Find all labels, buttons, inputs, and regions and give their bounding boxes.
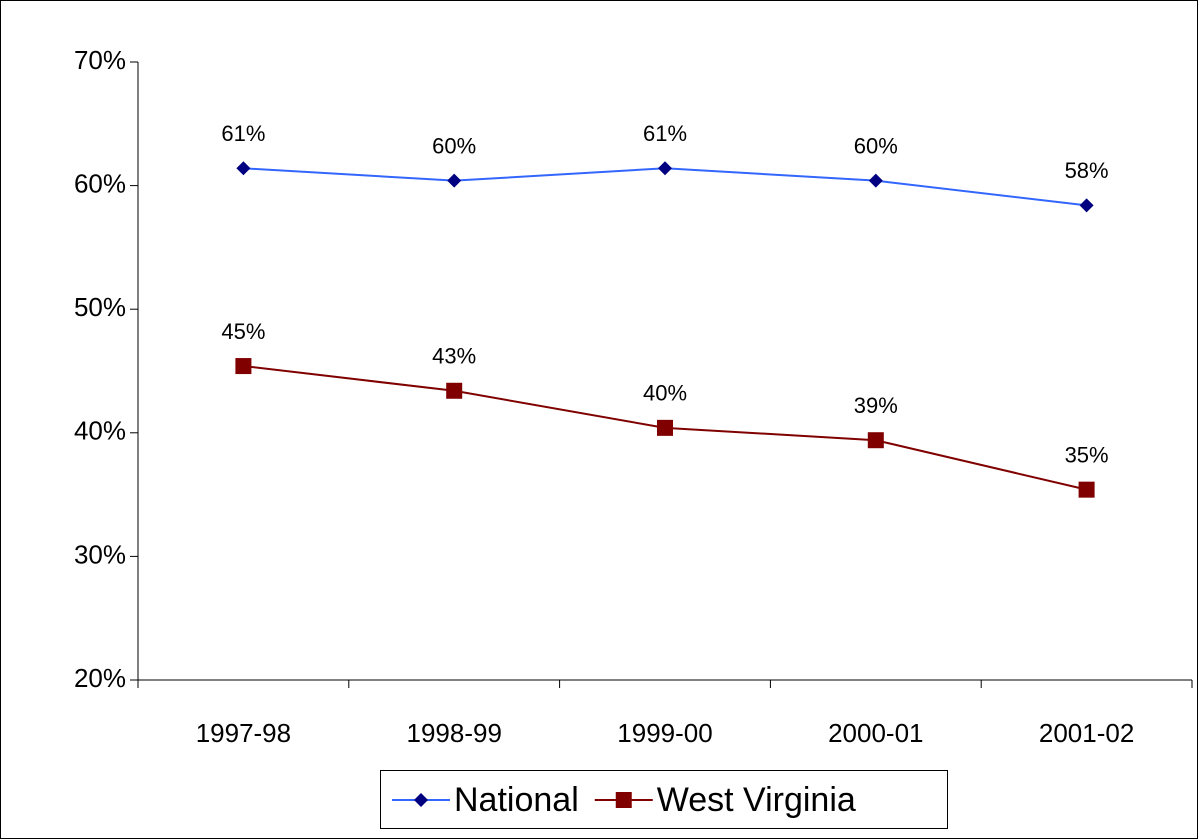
data-label: 43% <box>432 344 476 369</box>
data-point <box>868 173 883 188</box>
data-point <box>1079 198 1094 213</box>
data-point <box>235 358 252 375</box>
data-label: 35% <box>1065 442 1109 467</box>
data-label: 40% <box>643 381 687 406</box>
x-tick-label: 1999-00 <box>617 718 712 748</box>
legend-label: National <box>454 781 579 819</box>
data-point <box>657 419 673 436</box>
data-label: 60% <box>854 133 898 158</box>
y-tick-label: 50% <box>74 292 126 322</box>
data-label: 45% <box>221 319 265 344</box>
legend-label: West Virginia <box>657 781 856 819</box>
x-tick-label: 1997-98 <box>196 718 291 748</box>
data-label: 61% <box>643 121 687 146</box>
y-tick-label: 60% <box>74 168 126 198</box>
data-point <box>447 173 462 188</box>
legend-box <box>380 770 948 829</box>
y-tick-label: 40% <box>74 416 126 446</box>
data-label: 61% <box>221 121 265 146</box>
data-label: 39% <box>854 393 898 418</box>
y-tick-label: 20% <box>74 663 126 693</box>
legend-marker <box>615 792 632 808</box>
data-label: 58% <box>1065 158 1109 183</box>
data-point <box>658 161 672 176</box>
x-tick-label: 1998-99 <box>406 718 501 748</box>
legend: National West Virginia <box>380 770 948 829</box>
data-label: 60% <box>432 133 476 158</box>
x-tick-label: 2001-02 <box>1039 718 1134 748</box>
legend-marker <box>414 793 428 807</box>
data-point <box>446 382 463 399</box>
data-point <box>1078 481 1095 498</box>
x-tick-label: 2000-01 <box>828 718 923 748</box>
y-tick-label: 70% <box>74 45 126 75</box>
data-point <box>236 161 251 176</box>
data-point <box>867 432 884 449</box>
y-tick-label: 30% <box>74 539 126 569</box>
